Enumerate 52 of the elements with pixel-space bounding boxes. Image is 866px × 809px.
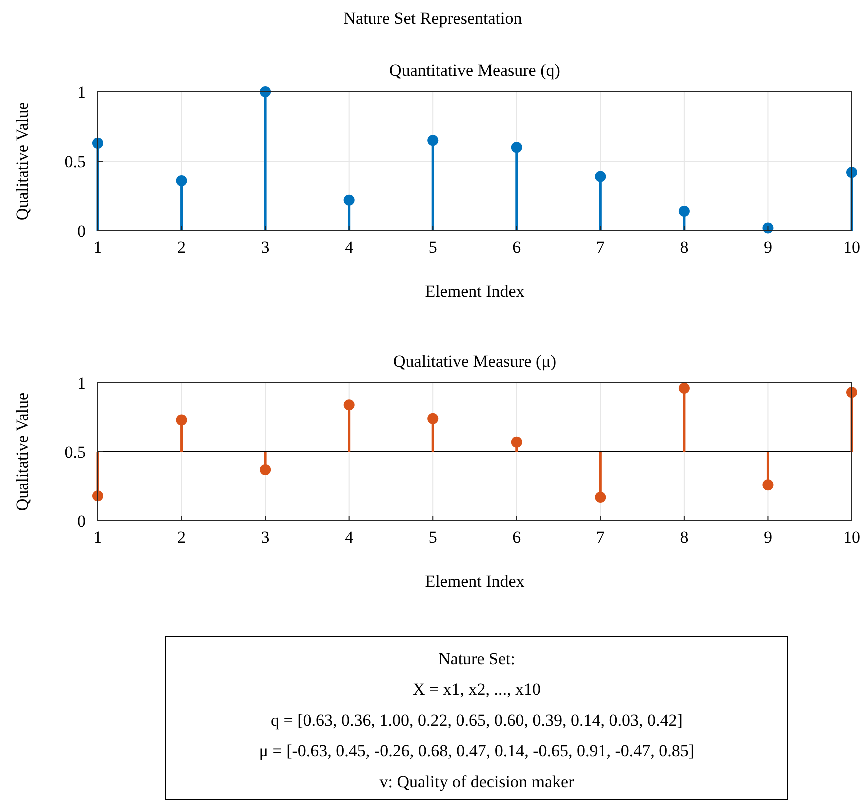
y-tick-label: 0.5 <box>64 152 86 172</box>
point <box>344 400 355 411</box>
x-axis-title: Element Index <box>425 572 526 591</box>
x-tick-label: 4 <box>345 528 354 547</box>
y-tick-label: 0.5 <box>64 443 86 462</box>
x-tick-label: 3 <box>261 528 270 547</box>
x-tick-label: 4 <box>345 238 354 257</box>
x-tick-label: 9 <box>764 528 772 547</box>
point <box>595 171 606 182</box>
y-tick-label: 1 <box>78 83 86 102</box>
x-tick-label: 2 <box>178 238 186 257</box>
x-tick-label: 8 <box>680 528 689 547</box>
y-axis-title: Qualitative Value <box>13 102 32 221</box>
text: μ = [-0.63, 0.45, -0.26, 0.68, 0.47, 0.14, -0.65, 0.91, -0.47, 0.85] <box>259 742 695 761</box>
point <box>176 414 188 426</box>
x-tick-label: 10 <box>844 238 860 257</box>
point <box>176 175 188 186</box>
x-tick-label: 7 <box>596 238 606 257</box>
y-axis-title: Qualitative Value <box>13 392 32 512</box>
point <box>344 194 355 206</box>
x-tick-label: 9 <box>764 238 772 257</box>
text: Nature Set: <box>438 649 516 668</box>
x-tick-label: 6 <box>512 528 522 547</box>
point <box>428 413 439 424</box>
x-tick-label: 5 <box>428 528 438 547</box>
x-tick-label: 5 <box>428 238 438 257</box>
text: v: Quality of decision maker <box>380 772 575 792</box>
point <box>595 492 606 504</box>
x-tick-label: 7 <box>596 528 606 547</box>
x-tick-label: 2 <box>178 528 186 547</box>
y-tick-label: 0 <box>78 222 86 241</box>
point <box>511 142 522 154</box>
point <box>678 383 690 394</box>
x-tick-label: 8 <box>680 238 689 257</box>
x-tick-label: 3 <box>261 238 270 257</box>
y-tick-label: 1 <box>78 374 86 393</box>
x-tick-label: 10 <box>844 528 860 547</box>
text: q = [0.63, 0.36, 1.00, 0.22, 0.65, 0.60, 0.39, 0.14, 0.03, 0.42] <box>271 710 683 730</box>
point <box>762 480 774 491</box>
chart-title: Qualitative Measure (μ) <box>394 352 556 371</box>
chart-subtitle: Quantitative Measure (q) <box>390 61 560 80</box>
x-tick-label: 6 <box>512 238 522 257</box>
point <box>511 436 522 448</box>
text: X = x1, x2, ..., x10 <box>412 680 542 700</box>
x-tick-label: 1 <box>94 238 102 257</box>
chart-title: Nature Set Representation <box>344 9 523 28</box>
point <box>428 135 439 146</box>
point <box>678 206 690 218</box>
x-tick-label: 1 <box>94 528 102 547</box>
x-axis-title: Element Index <box>425 282 526 301</box>
y-tick-label: 0 <box>78 512 86 531</box>
point <box>260 464 272 476</box>
